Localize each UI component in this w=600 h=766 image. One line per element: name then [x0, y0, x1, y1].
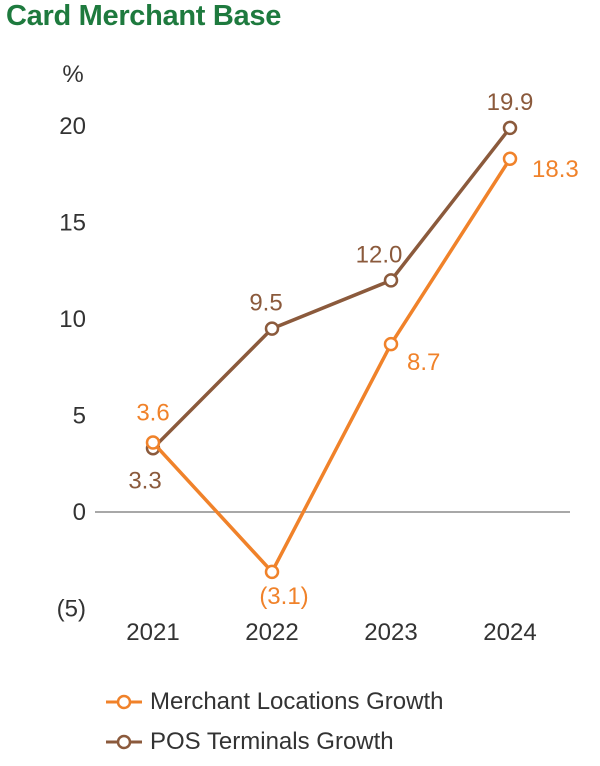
y-tick-label: 15 — [59, 210, 86, 237]
legend-swatch-merchant-locations — [106, 694, 142, 710]
series-layer — [145, 120, 518, 580]
x-tick-label: 2024 — [483, 619, 536, 646]
legend-swatch-pos-terminals — [106, 734, 142, 750]
x-tick-label: 2021 — [126, 619, 179, 646]
axis-layer: % (5) 0 5 10 15 20 2021 2022 2023 2024 — [57, 61, 570, 646]
y-tick-label: 10 — [59, 306, 86, 333]
chart-title: Card Merchant Base — [6, 0, 282, 32]
y-axis-unit-label: % — [62, 61, 83, 88]
legend-label-pos-terminals: POS Terminals Growth — [150, 728, 394, 755]
y-tick-label: (5) — [57, 596, 86, 623]
legend-label-merchant-locations: Merchant Locations Growth — [150, 688, 444, 715]
y-tick-label: 0 — [73, 499, 86, 526]
y-tick-label: 20 — [59, 113, 86, 140]
data-label-merchant-locations: 18.3 — [532, 156, 579, 183]
data-point-pos-terminals — [502, 120, 518, 136]
data-point-merchant-locations — [502, 151, 518, 167]
series-line-pos-terminals — [151, 126, 512, 450]
label-layer: 3.3 9.5 12.0 19.9 3.6 (3.1) 8.7 18.3 — [128, 89, 578, 610]
data-label-merchant-locations: 3.6 — [136, 400, 169, 427]
legend: Merchant Locations Growth POS Terminals … — [106, 682, 443, 762]
x-tick-label: 2023 — [364, 619, 417, 646]
data-label-pos-terminals: 9.5 — [249, 290, 282, 317]
data-label-merchant-locations: 8.7 — [407, 349, 440, 376]
legend-item-pos-terminals: POS Terminals Growth — [106, 722, 443, 762]
data-point-merchant-locations — [145, 435, 161, 450]
data-label-merchant-locations: (3.1) — [259, 583, 308, 610]
legend-item-merchant-locations: Merchant Locations Growth — [106, 682, 443, 722]
data-label-pos-terminals: 3.3 — [128, 467, 161, 494]
data-point-pos-terminals — [383, 273, 399, 288]
x-tick-label: 2022 — [245, 619, 298, 646]
data-point-pos-terminals — [264, 321, 280, 336]
data-label-pos-terminals: 12.0 — [356, 241, 403, 268]
data-point-merchant-locations — [264, 564, 280, 580]
data-point-merchant-locations — [383, 336, 399, 352]
series-line-merchant-locations — [151, 157, 512, 574]
data-label-pos-terminals: 19.9 — [487, 89, 534, 116]
y-tick-label: 5 — [73, 403, 86, 430]
